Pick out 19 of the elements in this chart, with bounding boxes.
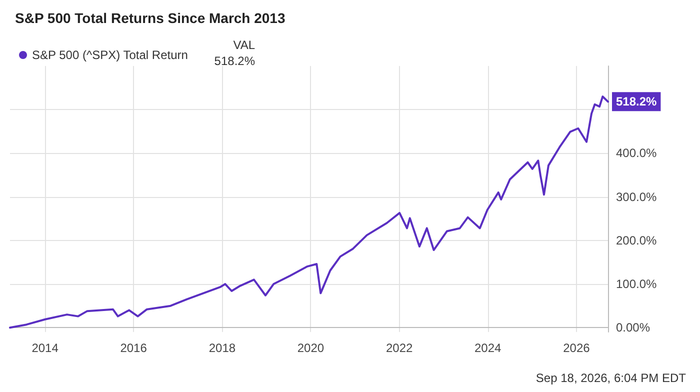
y-tick-label: 300.0% [616,190,658,204]
y-tick-label: 0.00% [616,320,650,335]
line-series [9,96,609,329]
data-label: 518.2% [616,94,658,109]
y-tick-label: 400.0% [616,146,658,160]
text: VAL [233,38,256,52]
x-tick-label: 2022 [386,341,413,355]
legend-label: S&P 500 (^SPX) Total Return [32,48,188,62]
annotation: 518.2% [214,54,256,68]
y-tick-label: 100.0% [616,277,658,292]
x-tick-label: 2020 [297,341,324,355]
chart-title: S&P 500 Total Returns Since March 2013 [15,10,286,26]
x-tick-label: 2024 [474,341,502,355]
text: Sep 18, 2026, 6:04 PM EDT [536,371,687,385]
x-tick-label: 2016 [120,341,148,355]
x-tick-label: 2014 [32,341,59,355]
y-tick-label: 200.0% [616,233,658,248]
x-tick-label: 2018 [208,341,236,355]
x-tick-label: 2026 [563,341,590,355]
